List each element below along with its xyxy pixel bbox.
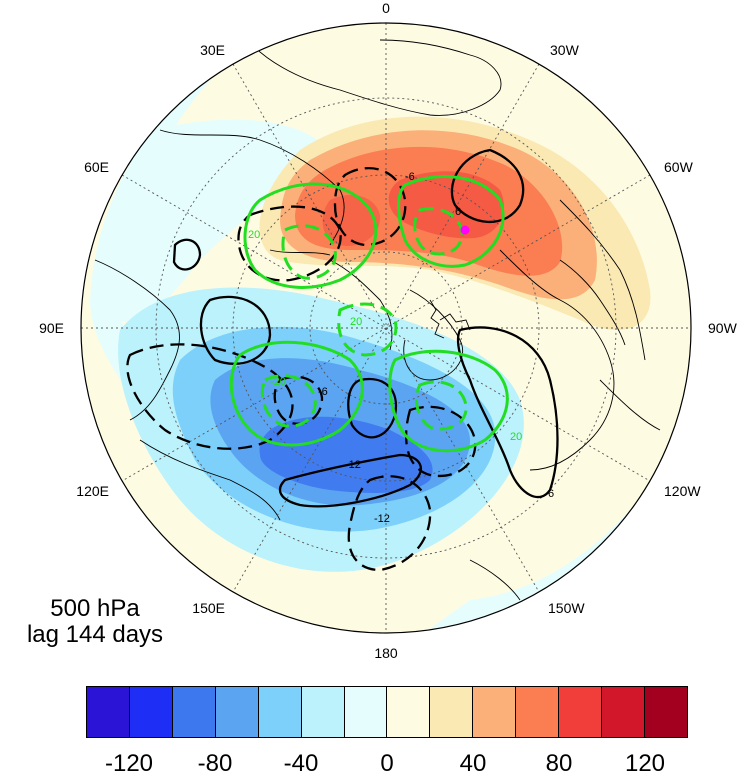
black-dashed-contour-4 xyxy=(347,475,432,572)
magenta-point-marker xyxy=(460,225,470,235)
lon-label-0: 0 xyxy=(382,0,390,16)
field-cyan-left-upper xyxy=(116,119,330,322)
colorbar-tick-label: 0 xyxy=(380,750,394,777)
lon-label-150e: 150E xyxy=(192,600,225,616)
green-dashed-contour-2 xyxy=(413,207,464,256)
green-dashed-contour-5 xyxy=(337,302,398,357)
black-dashed-contour-5 xyxy=(404,405,477,478)
lon-label-60w: 60W xyxy=(664,159,694,175)
contour-label-green-a: 20 xyxy=(248,229,260,241)
green-dashed-contour-3 xyxy=(260,374,317,428)
pressure-level-caption: 500 hPa xyxy=(50,595,140,622)
black-dashed-contour-1 xyxy=(237,205,342,282)
lon-label-120w: 120W xyxy=(664,483,701,499)
colorbar-cell-0 xyxy=(87,687,130,737)
lon-label-60e: 60E xyxy=(84,159,109,175)
field-blue-4 xyxy=(259,416,433,493)
black-solid-contour-3 xyxy=(199,295,272,365)
contour-label-black-dashed-b: -12 xyxy=(345,459,361,471)
black-solid-contour-4 xyxy=(456,326,559,499)
colorbar-cell-3 xyxy=(215,687,259,737)
lon-label-90w: 90W xyxy=(708,320,738,336)
colorbar-cell-6 xyxy=(344,687,388,737)
colorbar-cell-2 xyxy=(172,687,216,737)
coastlines xyxy=(94,29,661,601)
field-red-4 xyxy=(388,171,504,239)
contour-labels: 6 6 -6 -12 -12 -6 20 20 -20 20 xyxy=(248,171,554,525)
colorbar-cell-4 xyxy=(258,687,302,737)
green-dashed-contour-4 xyxy=(415,380,468,431)
colorbar-cell-7 xyxy=(387,687,431,737)
black-contours xyxy=(172,148,559,508)
black-dashed-contour-6 xyxy=(333,166,407,247)
contour-label-green-c: -20 xyxy=(270,376,286,388)
green-solid-contour-2 xyxy=(397,175,505,268)
green-contours xyxy=(229,175,509,453)
colorbar-tick-label: 120 xyxy=(624,750,666,777)
lon-label-150w: 150W xyxy=(548,600,585,616)
black-dashed-contour-3 xyxy=(273,375,324,425)
green-solid-contour-1 xyxy=(243,182,378,289)
colorbar-tick-label: 40 xyxy=(459,750,487,777)
colorbar-cell-13 xyxy=(644,687,687,737)
black-dashed-contour-2 xyxy=(126,343,294,450)
lon-label-120e: 120E xyxy=(76,483,109,499)
colorbar-tick-label: -40 xyxy=(283,750,319,777)
graticule xyxy=(81,23,691,633)
lon-label-30e: 30E xyxy=(200,42,225,58)
colorbar-tick-label: -80 xyxy=(197,750,233,777)
lag-caption: lag 144 days xyxy=(26,621,164,648)
green-dashed-contour-1 xyxy=(281,224,337,280)
contour-label-black-dashed-a: -6 xyxy=(405,171,415,183)
lon-label-90e: 90E xyxy=(39,320,64,336)
colorbar xyxy=(86,686,688,738)
black-solid-contour-1 xyxy=(450,148,525,224)
contour-label-green-d: 20 xyxy=(510,431,522,443)
black-dashed-contours xyxy=(126,166,477,572)
contour-label-black-solid-b: 6 xyxy=(455,206,461,218)
contour-label-black-dashed-c: -12 xyxy=(374,513,390,525)
black-solid-contour-2 xyxy=(172,238,202,271)
green-solid-contour-3 xyxy=(229,340,364,447)
contour-label-green-b: 20 xyxy=(350,316,362,328)
colorbar-cell-9 xyxy=(473,687,517,737)
map-boundary xyxy=(80,22,692,634)
colorbar-cell-1 xyxy=(129,687,173,737)
green-solid-contour-4 xyxy=(388,349,509,453)
meridian-60w-120e xyxy=(121,174,651,482)
colorbar-cell-12 xyxy=(602,687,645,737)
polar-map: 6 6 -6 -12 -12 -6 20 20 -20 20 0 30W 60W… xyxy=(39,0,737,661)
colorbar-tick-label: -120 xyxy=(104,750,154,777)
shaded-anomaly-field xyxy=(81,23,691,633)
black-solid-contour-5 xyxy=(278,453,423,508)
contour-label-black-dashed-d: -6 xyxy=(318,386,328,398)
lon-label-180: 180 xyxy=(374,645,398,661)
longitude-labels: 0 30W 60W 90W 120W 150W 180 150E 120E 90… xyxy=(39,0,737,661)
contour-label-black-solid-a: 6 xyxy=(548,488,554,500)
colorbar-cell-5 xyxy=(301,687,345,737)
black-solid-contour-6 xyxy=(347,377,398,439)
colorbar-cell-11 xyxy=(559,687,603,737)
colorbar-tick-label: 80 xyxy=(545,750,573,777)
colorbar-cell-8 xyxy=(430,687,474,737)
lon-label-30w: 30W xyxy=(550,42,580,58)
colorbar-cell-10 xyxy=(516,687,560,737)
green-dashed-contours xyxy=(260,207,468,431)
